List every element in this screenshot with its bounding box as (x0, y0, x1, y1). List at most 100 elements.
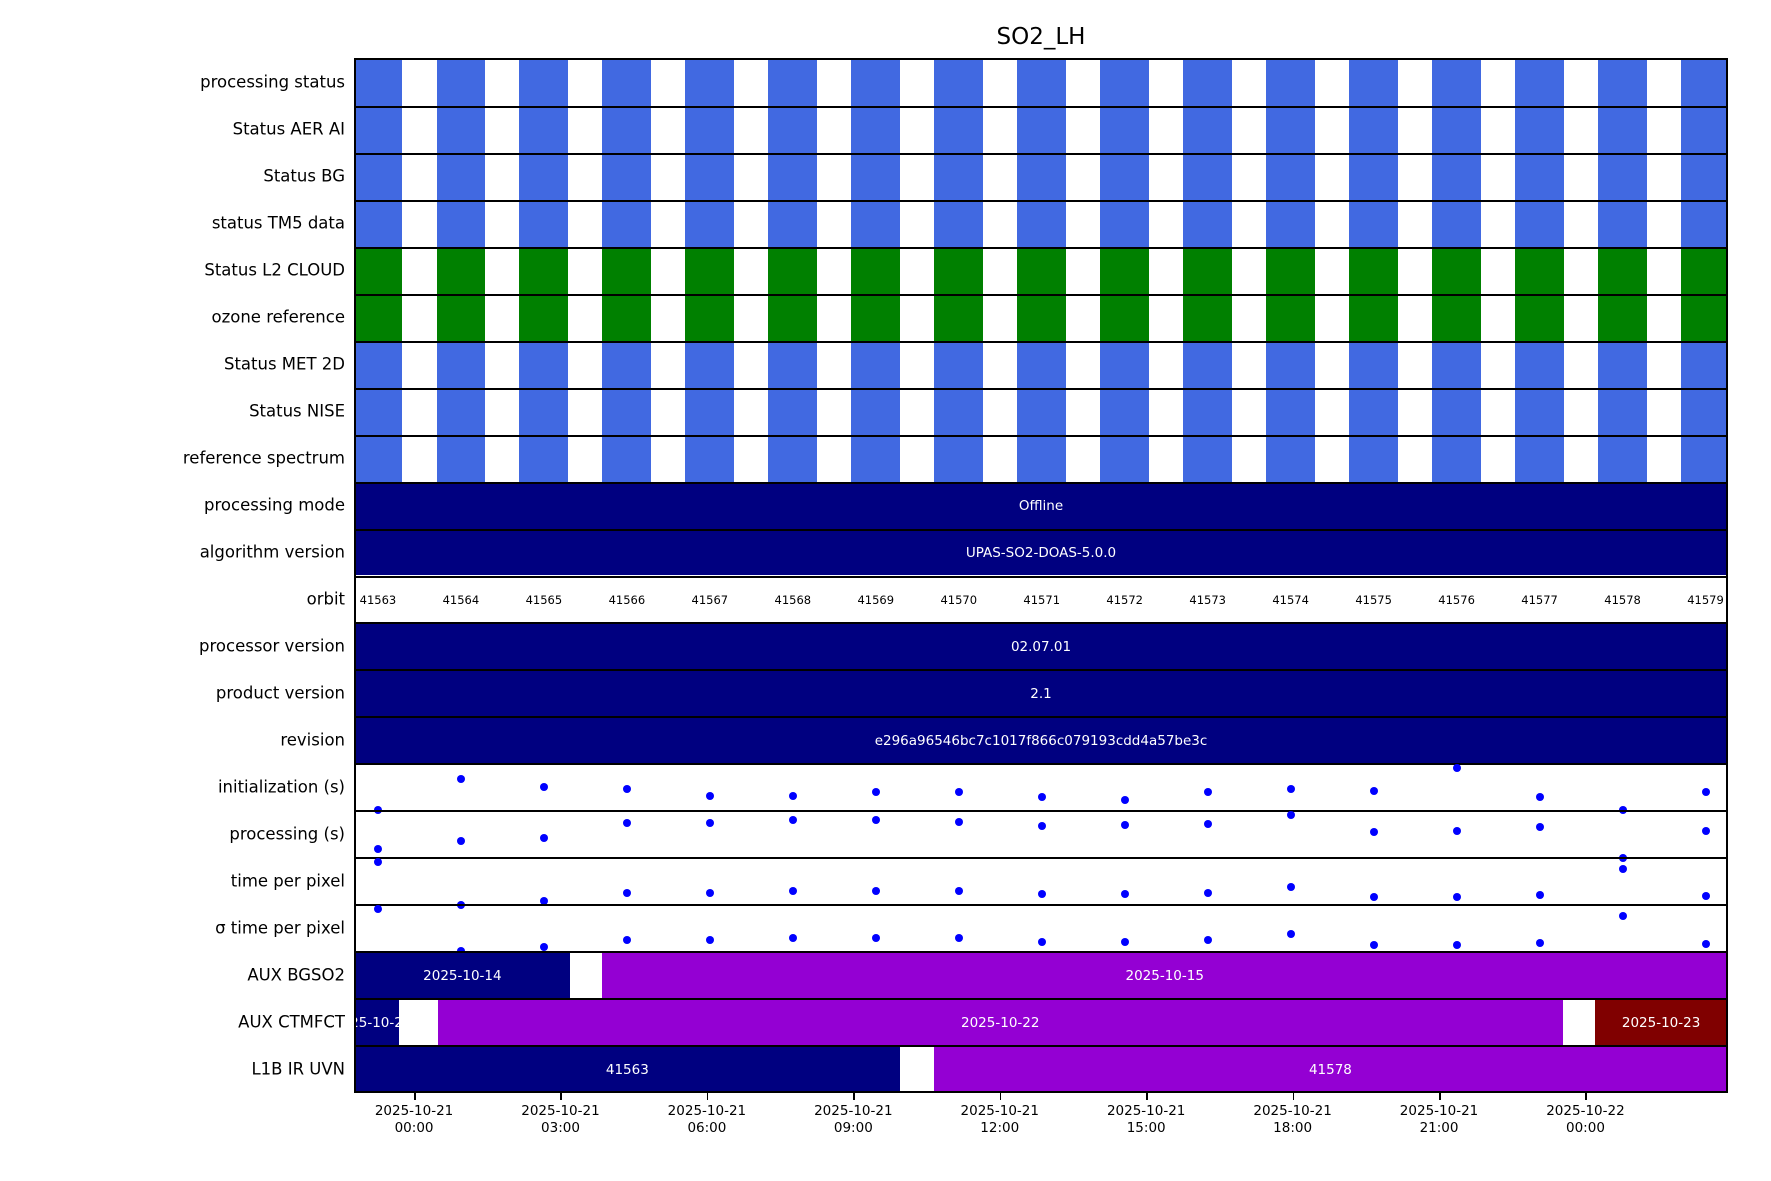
status-block-41565[interactable] (519, 389, 569, 435)
status-block-41571[interactable] (1017, 248, 1067, 294)
status-block-41576[interactable] (1432, 436, 1481, 482)
status-block-41566[interactable] (602, 436, 652, 482)
status-block-41569[interactable] (851, 248, 901, 294)
status-block-41571[interactable] (1017, 107, 1067, 153)
status-block-41578[interactable] (1598, 154, 1647, 200)
status-block-41578[interactable] (1598, 59, 1647, 106)
status-block-41575[interactable] (1349, 59, 1399, 106)
status-block-41564[interactable] (436, 154, 486, 200)
status-block-41572[interactable] (1100, 389, 1150, 435)
status-block-41579[interactable] (1681, 59, 1727, 106)
status-block-41572[interactable] (1100, 154, 1150, 200)
status-block-41572[interactable] (1100, 201, 1150, 247)
status-block-41571[interactable] (1017, 436, 1067, 482)
bar-segment[interactable] (355, 624, 1727, 670)
status-block-41570[interactable] (934, 154, 984, 200)
status-block-41573[interactable] (1183, 201, 1233, 247)
status-block-41565[interactable] (519, 248, 569, 294)
status-block-41575[interactable] (1349, 436, 1399, 482)
status-block-41579[interactable] (1681, 295, 1727, 341)
bar-segment[interactable] (355, 483, 1727, 529)
status-block-41578[interactable] (1598, 436, 1647, 482)
bar-segment[interactable] (355, 1000, 400, 1046)
status-block-41577[interactable] (1515, 436, 1564, 482)
status-block-41564[interactable] (436, 436, 486, 482)
bar-segment[interactable] (602, 953, 1727, 999)
status-block-41568[interactable] (768, 107, 818, 153)
status-block-41579[interactable] (1681, 436, 1727, 482)
bar-segment[interactable] (355, 953, 570, 999)
status-block-41574[interactable] (1266, 389, 1316, 435)
status-block-41575[interactable] (1349, 342, 1399, 388)
status-block-41575[interactable] (1349, 295, 1399, 341)
status-block-41576[interactable] (1432, 107, 1481, 153)
status-block-41568[interactable] (768, 248, 818, 294)
status-block-41577[interactable] (1515, 107, 1564, 153)
status-block-41565[interactable] (519, 107, 569, 153)
status-block-41572[interactable] (1100, 59, 1150, 106)
status-block-41566[interactable] (602, 201, 652, 247)
status-block-41568[interactable] (768, 342, 818, 388)
status-block-41579[interactable] (1681, 248, 1727, 294)
status-block-41564[interactable] (436, 389, 486, 435)
status-block-41563[interactable] (355, 342, 403, 388)
bar-segment[interactable] (355, 718, 1727, 764)
status-block-41576[interactable] (1432, 154, 1481, 200)
status-block-41571[interactable] (1017, 342, 1067, 388)
status-block-41575[interactable] (1349, 389, 1399, 435)
status-block-41567[interactable] (685, 248, 735, 294)
status-block-41579[interactable] (1681, 342, 1727, 388)
status-block-41567[interactable] (685, 389, 735, 435)
status-block-41576[interactable] (1432, 201, 1481, 247)
status-block-41578[interactable] (1598, 107, 1647, 153)
status-block-41577[interactable] (1515, 248, 1564, 294)
status-block-41573[interactable] (1183, 154, 1233, 200)
status-block-41575[interactable] (1349, 107, 1399, 153)
status-block-41574[interactable] (1266, 154, 1316, 200)
status-block-41577[interactable] (1515, 389, 1564, 435)
status-block-41571[interactable] (1017, 389, 1067, 435)
bar-segment[interactable] (1595, 1000, 1727, 1046)
status-block-41567[interactable] (685, 201, 735, 247)
status-block-41568[interactable] (768, 436, 818, 482)
status-block-41577[interactable] (1515, 59, 1564, 106)
status-block-41566[interactable] (602, 59, 652, 106)
status-block-41577[interactable] (1515, 342, 1564, 388)
status-block-41566[interactable] (602, 295, 652, 341)
status-block-41577[interactable] (1515, 154, 1564, 200)
status-block-41565[interactable] (519, 154, 569, 200)
status-block-41578[interactable] (1598, 389, 1647, 435)
status-block-41575[interactable] (1349, 201, 1399, 247)
status-block-41569[interactable] (851, 295, 901, 341)
status-block-41570[interactable] (934, 59, 984, 106)
status-block-41573[interactable] (1183, 342, 1233, 388)
status-block-41575[interactable] (1349, 248, 1399, 294)
status-block-41576[interactable] (1432, 248, 1481, 294)
status-block-41568[interactable] (768, 154, 818, 200)
status-block-41568[interactable] (768, 389, 818, 435)
status-block-41570[interactable] (934, 201, 984, 247)
status-block-41567[interactable] (685, 295, 735, 341)
status-block-41576[interactable] (1432, 59, 1481, 106)
status-block-41575[interactable] (1349, 154, 1399, 200)
status-block-41563[interactable] (355, 389, 403, 435)
status-block-41570[interactable] (934, 248, 984, 294)
status-block-41570[interactable] (934, 107, 984, 153)
status-block-41577[interactable] (1515, 295, 1564, 341)
status-block-41571[interactable] (1017, 154, 1067, 200)
status-block-41579[interactable] (1681, 201, 1727, 247)
status-block-41574[interactable] (1266, 248, 1316, 294)
bar-segment[interactable] (355, 530, 1727, 576)
status-block-41572[interactable] (1100, 436, 1150, 482)
status-block-41573[interactable] (1183, 295, 1233, 341)
status-block-41574[interactable] (1266, 59, 1316, 106)
status-block-41570[interactable] (934, 342, 984, 388)
status-block-41566[interactable] (602, 248, 652, 294)
status-block-41563[interactable] (355, 107, 403, 153)
status-block-41571[interactable] (1017, 201, 1067, 247)
status-block-41563[interactable] (355, 59, 403, 106)
status-block-41564[interactable] (436, 248, 486, 294)
status-block-41563[interactable] (355, 436, 403, 482)
bar-segment[interactable] (933, 1047, 1727, 1092)
status-block-41573[interactable] (1183, 389, 1233, 435)
